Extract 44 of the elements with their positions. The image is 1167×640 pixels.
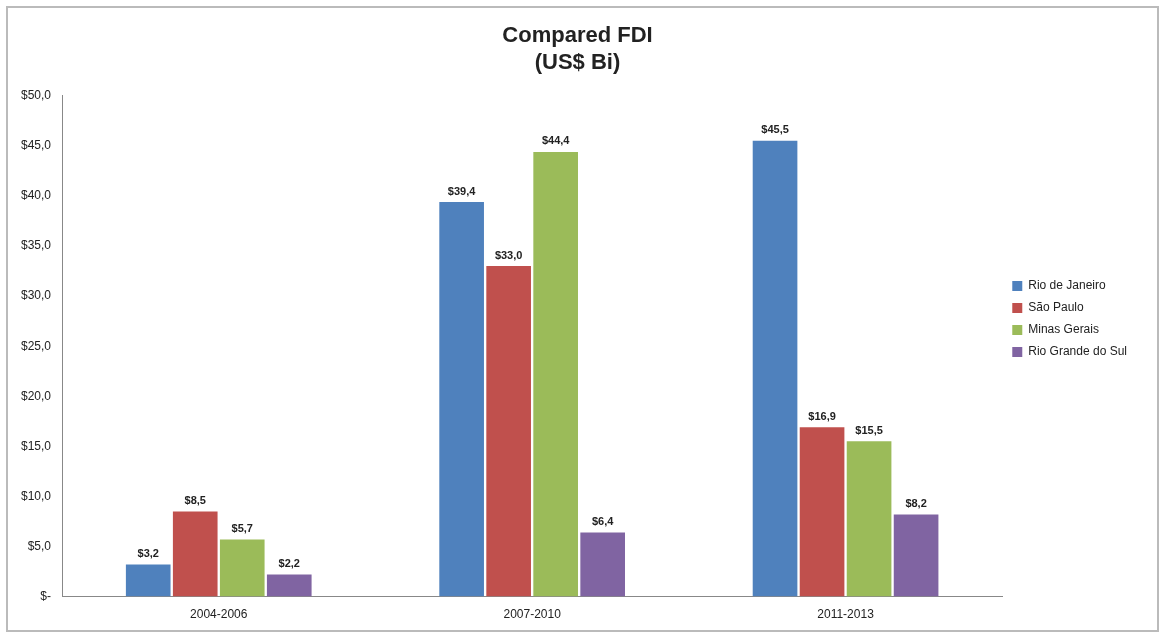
data-label: $8,2 — [905, 497, 927, 509]
x-tick-label: 2011-2013 — [817, 607, 875, 622]
bar — [219, 539, 265, 597]
bar — [439, 201, 484, 597]
data-label: $2,2 — [278, 557, 300, 570]
y-tick-label: $15,0 — [21, 438, 52, 453]
data-label: $3,2 — [137, 547, 159, 560]
x-tick-label: 2007-2010 — [503, 607, 562, 622]
bar — [125, 564, 171, 597]
bar — [533, 151, 578, 597]
y-tick-label: $5,0 — [27, 538, 52, 553]
y-tick-label: $40,0 — [21, 188, 52, 203]
x-tick-label: 2004-2006 — [190, 607, 248, 622]
y-tick-label: $25,0 — [21, 338, 52, 353]
legend-label: Minas Gerais — [1028, 322, 1099, 337]
data-label: $6,4 — [591, 515, 615, 528]
bar — [846, 441, 892, 597]
y-tick-label: $50,0 — [21, 88, 52, 103]
data-label: $39,4 — [447, 184, 477, 197]
y-tick-label: $- — [40, 588, 52, 603]
chart-title: Compared FDI — [502, 22, 653, 48]
data-label: $44,4 — [541, 134, 571, 147]
data-label: $8,5 — [184, 494, 206, 506]
data-label: $15,5 — [855, 423, 883, 436]
data-label: $5,7 — [231, 522, 253, 535]
bar — [893, 514, 939, 597]
data-label: $33,0 — [494, 248, 523, 261]
chart-subtitle: (US$ Bi) — [534, 48, 621, 74]
legend-label: Rio de Janeiro — [1028, 278, 1106, 293]
y-tick-label: $10,0 — [21, 488, 52, 503]
y-tick-label: $30,0 — [21, 288, 52, 303]
y-tick-label: $35,0 — [21, 238, 52, 253]
data-label: $16,9 — [808, 409, 836, 422]
legend-label: Rio Grande do Sul — [1028, 344, 1128, 359]
y-tick-label: $20,0 — [21, 388, 52, 403]
bar — [799, 427, 845, 597]
legend-label: São Paulo — [1028, 300, 1084, 315]
bar — [266, 574, 312, 597]
data-label: $45,5 — [761, 123, 789, 136]
y-tick-label: $45,0 — [21, 138, 52, 153]
bar — [580, 532, 625, 597]
bar — [172, 511, 218, 597]
bar — [752, 140, 798, 597]
bar — [486, 266, 531, 597]
